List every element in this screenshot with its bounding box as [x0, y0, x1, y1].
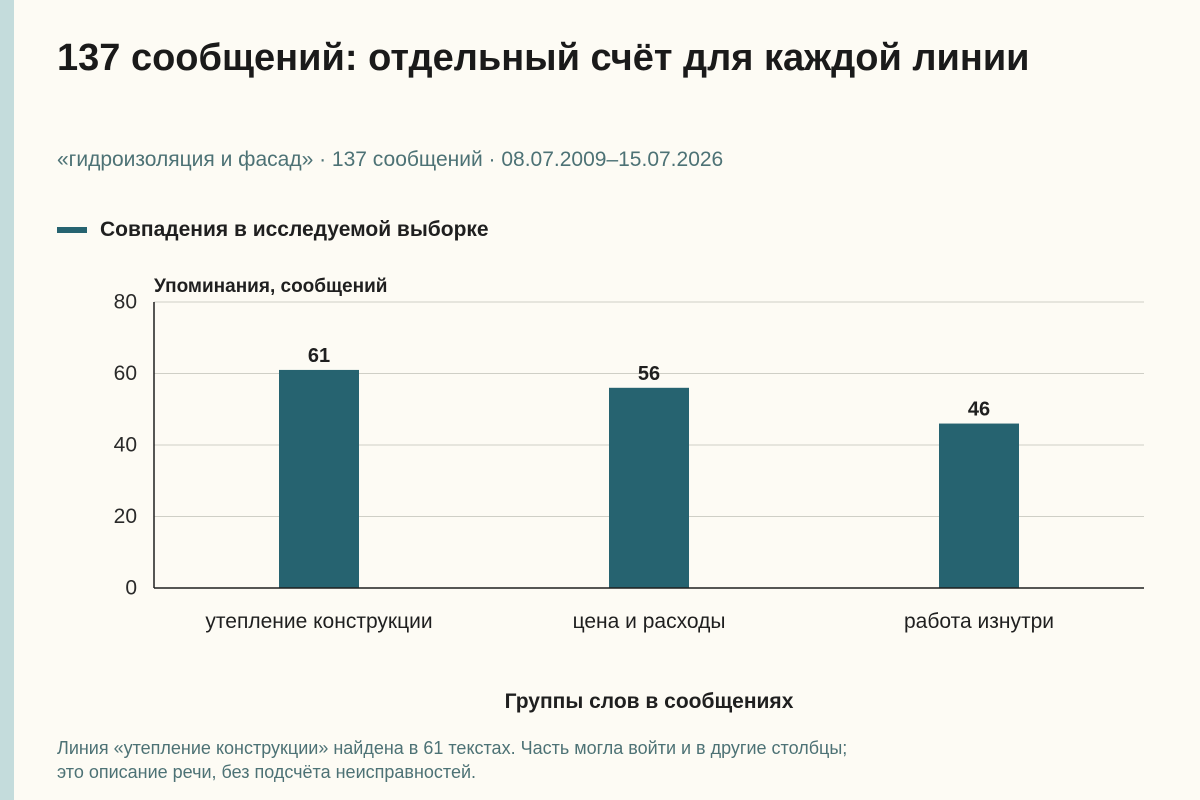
x-tick-label: утепление конструкции [205, 610, 432, 633]
x-axis-label: Группы слов в сообщениях [505, 690, 794, 713]
footnote-line-2: это описание речи, без подсчёта неисправ… [57, 762, 477, 782]
legend-swatch [57, 227, 87, 233]
y-tick-label: 60 [114, 362, 137, 385]
bar [939, 423, 1019, 588]
legend-label: Совпадения в исследуемой выборке [100, 218, 489, 241]
x-tick-label: работа изнутри [904, 610, 1054, 633]
bar [609, 387, 689, 588]
y-tick-label: 40 [114, 434, 137, 457]
footnote: Линия «утепление конструкции» найдена в … [57, 736, 1157, 784]
footnote-line-1: Линия «утепление конструкции» найдена в … [57, 738, 848, 758]
left-accent-stripe [0, 0, 14, 800]
bar-data-label: 61 [308, 345, 330, 367]
y-tick-label: 80 [114, 291, 137, 314]
y-axis-label: Упоминания, сообщений [154, 276, 387, 297]
bar-data-label: 46 [968, 399, 990, 421]
page-subtitle: «гидроизоляция и фасад» · 137 сообщений … [57, 148, 724, 171]
y-tick-label: 20 [114, 505, 137, 528]
bar-data-label: 56 [638, 363, 660, 385]
x-tick-label: цена и расходы [573, 610, 726, 633]
y-tick-label: 0 [125, 577, 137, 600]
chart-legend: Совпадения в исследуемой выборке [57, 218, 489, 242]
bar [279, 369, 359, 588]
page-title: 137 сообщений: отдельный счёт для каждой… [57, 37, 1030, 79]
